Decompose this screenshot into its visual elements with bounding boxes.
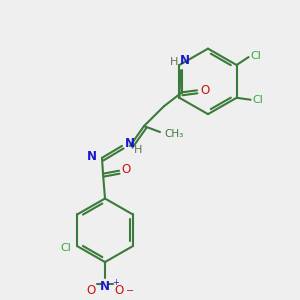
Text: H: H [169,58,178,68]
Text: Cl: Cl [60,243,71,253]
Text: O: O [86,284,96,297]
Text: O: O [200,84,209,97]
Text: N: N [100,280,110,293]
Text: −: − [126,286,134,296]
Text: CH₃: CH₃ [164,129,183,139]
Text: N: N [87,150,97,163]
Text: Cl: Cl [250,51,262,61]
Text: N: N [180,53,190,67]
Text: O: O [121,163,130,176]
Text: H: H [134,145,142,155]
Text: Cl: Cl [253,95,263,105]
Text: O: O [114,284,124,297]
Text: +: + [112,278,119,287]
Text: N: N [125,137,135,150]
